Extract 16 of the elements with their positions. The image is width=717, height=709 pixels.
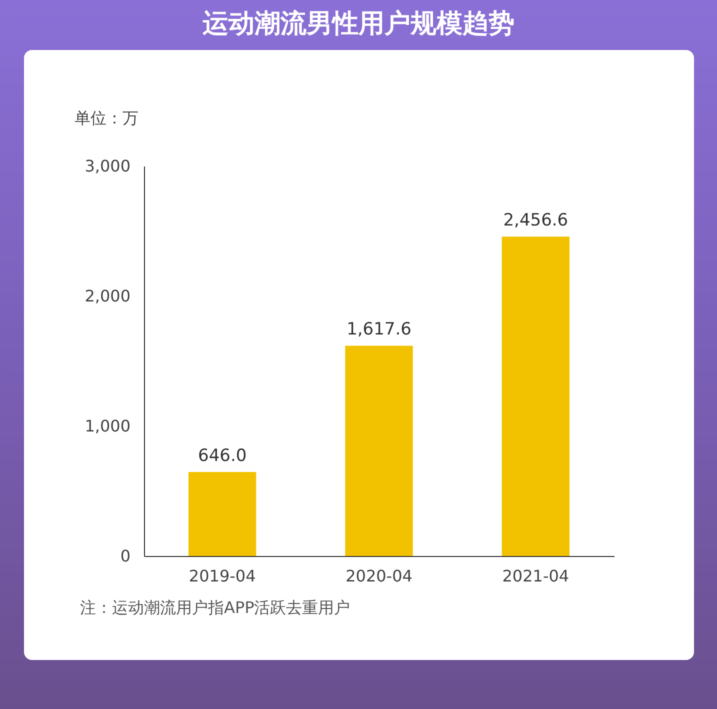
data-label: 646.0 xyxy=(198,446,247,466)
bar xyxy=(188,472,256,556)
bar xyxy=(502,236,570,556)
data-label: 2,456.6 xyxy=(503,210,568,231)
x-tick-label: 2021-04 xyxy=(502,566,570,586)
x-tick-label: 2020-04 xyxy=(346,566,412,586)
data-label: 1,617.6 xyxy=(346,320,412,340)
y-tick-label: 1,000 xyxy=(84,416,130,436)
x-tick-label: 2019-04 xyxy=(188,566,256,586)
chart-title: 运动潮流男性用户规模趋势 xyxy=(202,8,516,41)
y-axis-title: 单位：万 xyxy=(74,108,138,128)
text: 注：运动潮流用户指APP活跃去重用户 xyxy=(80,598,350,619)
y-tick-label: 2,000 xyxy=(84,286,130,306)
bar xyxy=(345,346,413,556)
y-tick-label: 0 xyxy=(120,546,130,566)
y-tick-label: 3,000 xyxy=(84,156,130,176)
